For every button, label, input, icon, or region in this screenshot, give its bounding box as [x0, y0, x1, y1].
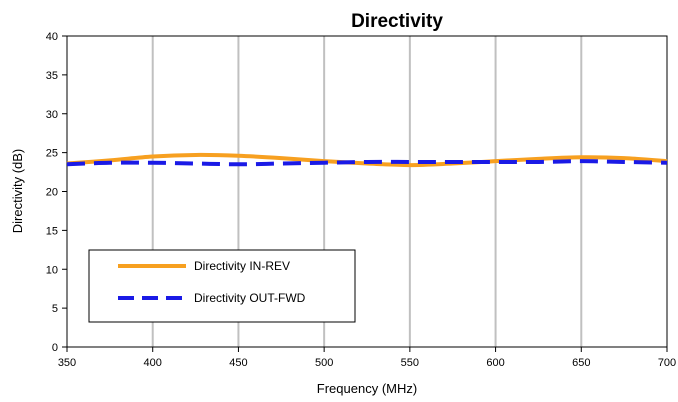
legend-label-in-rev: Directivity IN-REV [194, 259, 290, 273]
y-tick-label: 15 [46, 225, 58, 237]
x-axis-label: Frequency (MHz) [317, 381, 417, 396]
legend: Directivity IN-REV Directivity OUT-FWD [88, 249, 356, 323]
y-tick-label: 25 [46, 148, 58, 160]
chart-title: Directivity [351, 11, 443, 32]
series-lines [66, 152, 668, 168]
y-tick-label: 10 [46, 264, 58, 276]
x-tick-label: 400 [144, 357, 162, 369]
x-tick-label: 350 [58, 357, 76, 369]
legend-box [88, 249, 356, 323]
series-line-out-fwd [66, 159, 668, 167]
axis-ticks: 350 400 450 500 550 600 650 700 0 5 10 15 20 25 30 35 40 [46, 31, 676, 369]
x-tick-label: 700 [658, 357, 676, 369]
legend-label-out-fwd: Directivity OUT-FWD [194, 291, 306, 305]
y-tick-label: 40 [46, 31, 58, 43]
y-tick-label: 35 [46, 70, 58, 82]
x-tick-label: 450 [229, 357, 247, 369]
x-tick-label: 500 [315, 357, 333, 369]
x-tick-label: 600 [486, 357, 504, 369]
x-tick-label: 650 [572, 357, 590, 369]
y-tick-label: 0 [52, 342, 58, 354]
y-tick-label: 30 [46, 109, 58, 121]
y-tick-label: 5 [52, 303, 58, 315]
x-tick-label: 550 [401, 357, 419, 369]
y-tick-label: 20 [46, 187, 58, 199]
y-axis-label: Directivity (dB) [10, 149, 25, 234]
